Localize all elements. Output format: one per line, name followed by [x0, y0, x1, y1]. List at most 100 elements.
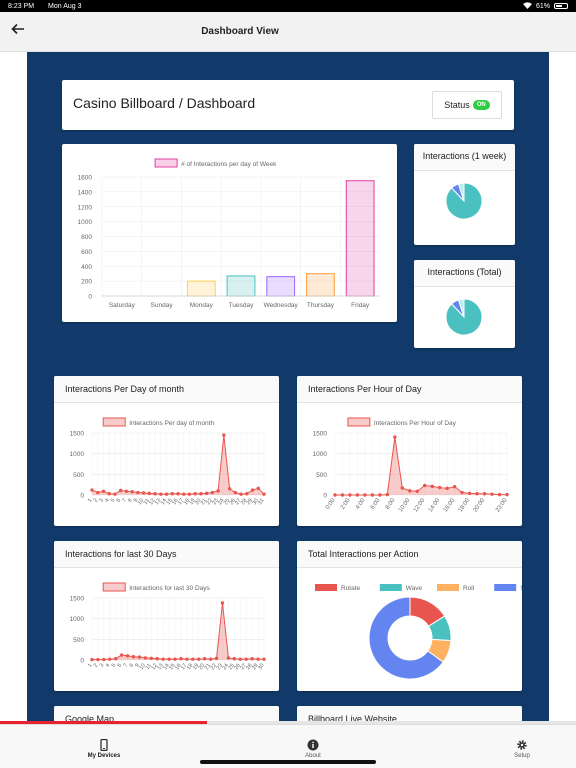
- data-point: [101, 489, 106, 493]
- y-tick-label: 1000: [313, 451, 328, 458]
- weekly-bar-chart: # of Interactions per day of Week 0 200 400…: [78, 158, 380, 309]
- gear-icon: [517, 740, 527, 750]
- legend-swatch-rotate: [315, 584, 337, 591]
- data-point: [125, 654, 130, 658]
- status-date: Mon Aug 3: [48, 2, 82, 10]
- data-point: [102, 657, 106, 662]
- y-tick-label: 0: [80, 658, 84, 665]
- x-tick-label: 16:00: [443, 497, 457, 513]
- data-point: [176, 492, 180, 496]
- x-tick-label: 28: [245, 663, 253, 671]
- data-point: [227, 487, 232, 491]
- last-30-days-chart: Interactions for last 30 Days 0 500 1000 150…: [70, 582, 266, 671]
- x-tick-label: Tuesday: [229, 302, 254, 309]
- data-point: [262, 492, 266, 496]
- data-point: [233, 490, 238, 495]
- live-website-title: Billboard Live Website: [297, 706, 522, 722]
- data-point: [185, 657, 189, 661]
- x-tick-label: 18: [186, 663, 194, 671]
- area-fill: [335, 437, 507, 495]
- data-point: [415, 489, 419, 493]
- interactions-total-pie: [445, 298, 483, 336]
- area-fill: [92, 602, 264, 660]
- x-tick-label: 28: [240, 498, 248, 506]
- back-arrow-icon[interactable]: [8, 22, 28, 42]
- legend-swatch-wave: [379, 584, 402, 591]
- status-box[interactable]: Status ON: [432, 91, 502, 119]
- x-tick-label: 1: [87, 663, 94, 669]
- x-tick-label: 6: [117, 663, 124, 669]
- per-hour-of-day-chart: Interactions Per Hour of Day 0 500 1000 1500…: [313, 417, 509, 513]
- data-point: [400, 486, 405, 490]
- data-point: [179, 657, 183, 661]
- x-tick-label: 6:00: [370, 497, 382, 511]
- content-area[interactable]: Casino Billboard / Dashboard Status ON #…: [0, 52, 576, 722]
- x-tick-label: 9: [133, 498, 140, 504]
- dashboard-panel: Casino Billboard / Dashboard Status ON #…: [27, 52, 549, 722]
- page-title: Dashboard View: [201, 26, 279, 37]
- data-point: [214, 656, 219, 661]
- x-tick-label: 29: [251, 663, 259, 671]
- ios-status-bar: 8:23 PM Mon Aug 3 61%: [0, 0, 576, 12]
- data-point: [130, 489, 134, 494]
- data-point: [378, 493, 382, 497]
- interactions-1-week-pie: [445, 182, 483, 220]
- data-point: [191, 657, 195, 661]
- dashboard-title: Casino Billboard / Dashboard: [73, 95, 256, 111]
- x-tick-label: 26: [229, 498, 237, 506]
- x-tick-label: 27: [234, 498, 242, 506]
- data-point: [216, 489, 220, 493]
- legend-label: Interactions for last 30 Days: [129, 585, 210, 592]
- x-tick-label: 25: [228, 663, 236, 671]
- per-action-title: Total Interactions per Action: [297, 541, 522, 568]
- series-line: [92, 602, 264, 661]
- data-point: [220, 601, 225, 605]
- data-point: [147, 491, 152, 496]
- x-tick-label: 24: [217, 498, 225, 506]
- per-day-of-month-title: Interactions Per Day of month: [54, 376, 279, 403]
- x-tick-label: 12: [148, 498, 156, 506]
- data-point: [385, 492, 390, 497]
- data-point: [497, 492, 502, 497]
- y-tick-label: 1600: [78, 175, 93, 182]
- data-point: [202, 657, 207, 661]
- data-point: [363, 493, 367, 497]
- x-tick-label: 10: [139, 663, 147, 671]
- data-point: [467, 491, 472, 496]
- data-point: [222, 433, 226, 437]
- x-tick-label: 23: [211, 498, 219, 506]
- google-map-title: Google Map: [54, 706, 279, 722]
- x-tick-label: 31: [257, 498, 265, 506]
- data-point: [437, 485, 442, 490]
- data-point: [118, 488, 123, 493]
- x-tick-label: 23:00: [495, 497, 509, 513]
- tab-setup-label: Setup: [514, 753, 530, 759]
- x-tick-label: 2: [93, 498, 100, 504]
- x-tick-label: 14:00: [428, 497, 442, 513]
- data-point: [167, 657, 171, 661]
- data-point: [173, 657, 177, 661]
- tab-about[interactable]: About: [273, 739, 353, 759]
- wifi-icon: [522, 1, 532, 11]
- x-tick-label: Monday: [190, 302, 214, 309]
- data-point: [250, 657, 254, 661]
- tab-setup[interactable]: Setup: [482, 739, 562, 759]
- tab-my-devices[interactable]: My Devices: [64, 739, 144, 759]
- x-tick-label: 20: [198, 663, 206, 671]
- data-point: [393, 435, 397, 439]
- data-point: [370, 493, 375, 497]
- x-tick-label: 4:00: [355, 497, 367, 511]
- data-point: [232, 657, 237, 661]
- data-point: [348, 493, 352, 497]
- x-tick-label: 24: [222, 663, 230, 671]
- data-point: [119, 653, 124, 657]
- data-point: [159, 492, 163, 496]
- x-tick-label: 4: [105, 663, 112, 669]
- data-point: [204, 491, 209, 496]
- x-tick-label: 19: [192, 663, 200, 671]
- x-tick-label: 21: [200, 498, 208, 506]
- y-tick-label: 600: [81, 249, 92, 256]
- info-icon: [307, 739, 319, 751]
- bar-tuesday: [226, 275, 256, 297]
- data-point: [187, 492, 192, 496]
